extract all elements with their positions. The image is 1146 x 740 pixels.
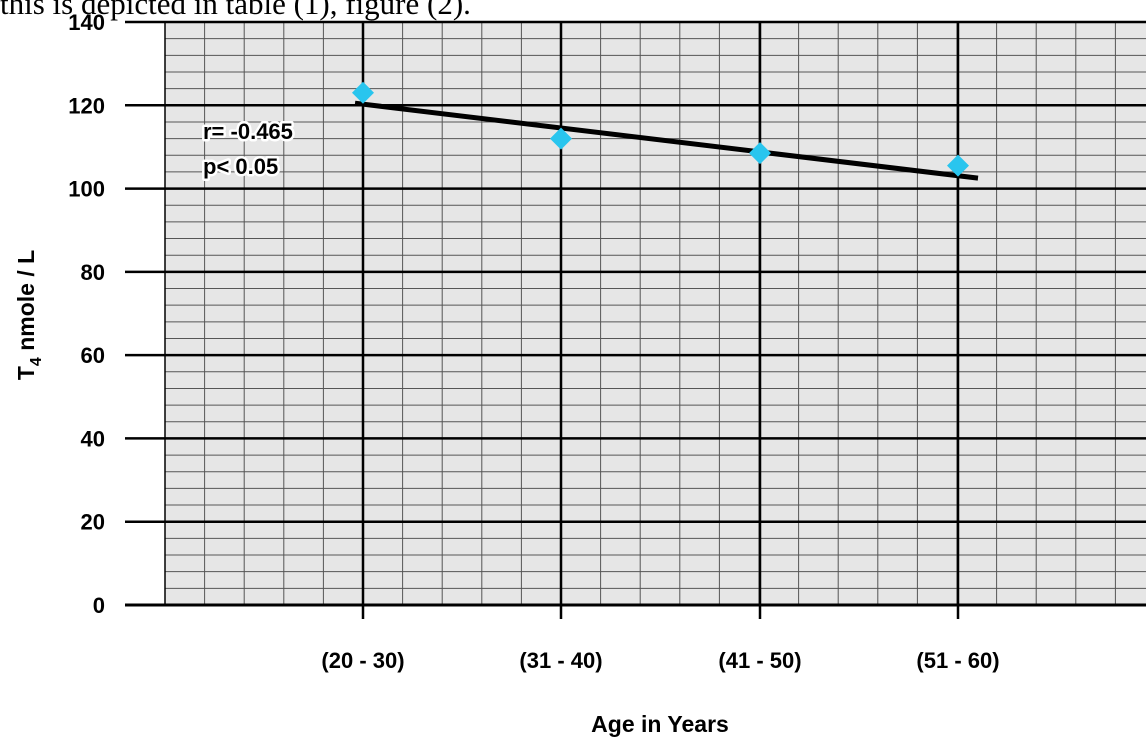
header-text: this is depicted in table (1), figure (2… [0, 0, 471, 21]
p-value-label: p< 0.05 [203, 154, 278, 179]
y-axis-title-main: T [13, 366, 39, 380]
y-tick-label: 120 [68, 93, 105, 118]
y-axis-title: T4 nmole / L [13, 250, 45, 380]
x-tick-label: (41 - 50) [718, 648, 801, 673]
data-point [947, 154, 969, 177]
correlation-r-label: r= -0.465 [203, 119, 293, 144]
y-tick-label: 0 [93, 593, 105, 618]
y-axis-title-rest: nmole / L [13, 250, 39, 357]
plot-area [165, 22, 1146, 605]
x-tick-label: (51 - 60) [916, 648, 999, 673]
y-tick-label: 40 [81, 426, 105, 451]
x-axis-title: Age in Years [591, 711, 729, 737]
y-tick-label: 60 [81, 343, 105, 368]
y-axis-title-subscript: 4 [28, 357, 45, 366]
data-point [550, 127, 572, 150]
y-tick-label: 20 [81, 510, 105, 535]
y-tick-label: 80 [81, 260, 105, 285]
trend-line [354, 100, 979, 181]
x-tick-label: (20 - 30) [321, 648, 404, 673]
x-tick-label: (31 - 40) [519, 648, 602, 673]
y-tick-label: 140 [68, 10, 105, 35]
data-point [749, 142, 771, 165]
data-point [352, 81, 374, 104]
y-tick-label: 100 [68, 177, 105, 202]
